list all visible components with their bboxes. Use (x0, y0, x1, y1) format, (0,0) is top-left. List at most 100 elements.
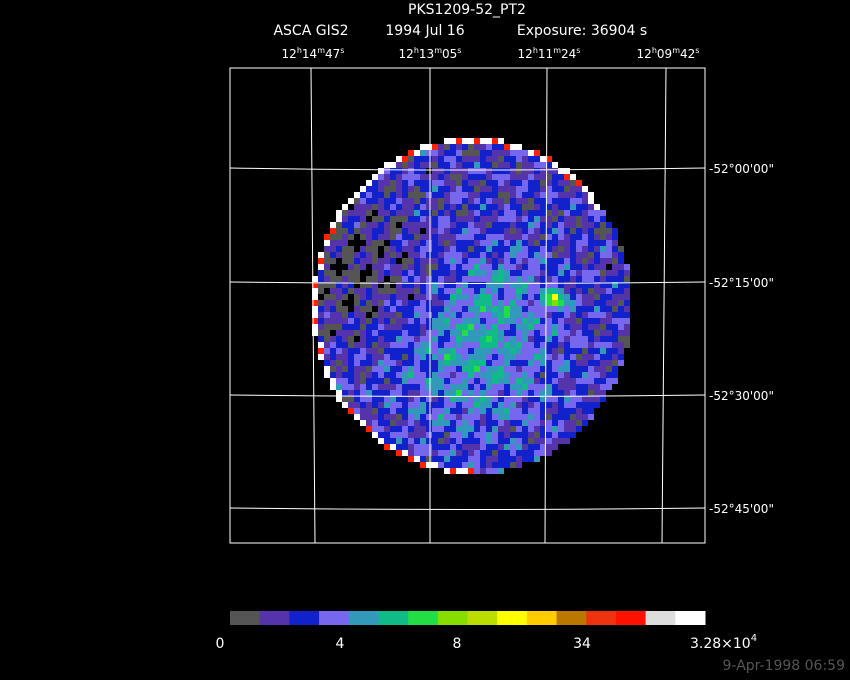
pixel (564, 204, 570, 210)
pixel (594, 312, 600, 318)
pixel (336, 372, 342, 378)
pixel (408, 204, 414, 210)
pixel (462, 456, 468, 462)
pixel (474, 366, 480, 372)
pixel (522, 348, 528, 354)
pixel (396, 360, 402, 366)
pixel (486, 456, 492, 462)
pixel (612, 348, 618, 354)
pixel (414, 384, 420, 390)
pixel (540, 210, 546, 216)
pixel (492, 282, 498, 288)
pixel (336, 276, 342, 282)
pixel (576, 300, 582, 306)
pixel (582, 240, 588, 246)
pixel (438, 210, 444, 216)
colorbar-swatch (408, 611, 439, 625)
pixel (402, 354, 408, 360)
grid-line (229, 167, 706, 171)
pixel (498, 276, 504, 282)
pixel (450, 282, 456, 288)
pixel (354, 252, 360, 258)
pixel (582, 222, 588, 228)
pixel (510, 408, 516, 414)
pixel (468, 186, 474, 192)
pixel (576, 246, 582, 252)
pixel (450, 444, 456, 450)
pixel (408, 288, 414, 294)
pixel (336, 390, 342, 396)
pixel (504, 186, 510, 192)
pixel (594, 402, 600, 408)
pixel (408, 306, 414, 312)
pixel (582, 378, 588, 384)
pixel (558, 246, 564, 252)
pixel (540, 252, 546, 258)
ra-value: 47 (325, 47, 340, 61)
pixel (414, 222, 420, 228)
pixel (624, 324, 630, 330)
pixel (366, 414, 372, 420)
pixel (396, 264, 402, 270)
pixel (606, 240, 612, 246)
pixel (522, 216, 528, 222)
pixel (318, 276, 324, 282)
pixel (576, 372, 582, 378)
ra-unit: s (340, 46, 344, 55)
pixel (396, 168, 402, 174)
pixel (324, 324, 330, 330)
pixel (420, 150, 426, 156)
pixel (624, 312, 630, 318)
pixel (390, 444, 396, 450)
pixel (612, 366, 618, 372)
pixel (516, 360, 522, 366)
pixel (504, 366, 510, 372)
pixel (348, 366, 354, 372)
pixel (456, 204, 462, 210)
pixel (414, 432, 420, 438)
pixel (468, 252, 474, 258)
pixel (492, 186, 498, 192)
pixel (420, 294, 426, 300)
pixel (486, 306, 492, 312)
pixel (528, 288, 534, 294)
pixel (546, 402, 552, 408)
pixel (558, 288, 564, 294)
pixel (498, 300, 504, 306)
pixel (498, 240, 504, 246)
pixel (480, 468, 486, 474)
pixel (396, 294, 402, 300)
pixel (390, 324, 396, 330)
pixel (504, 258, 510, 264)
pixel (384, 426, 390, 432)
pixel (432, 168, 438, 174)
pixel (444, 396, 450, 402)
pixel (612, 240, 618, 246)
pixel (384, 330, 390, 336)
pixel (438, 324, 444, 330)
pixel (432, 270, 438, 276)
pixel (402, 300, 408, 306)
pixel (360, 222, 366, 228)
pixel (372, 234, 378, 240)
pixel (420, 396, 426, 402)
pixel (600, 342, 606, 348)
pixel (390, 174, 396, 180)
pixel (528, 312, 534, 318)
pixel (342, 228, 348, 234)
pixel (588, 312, 594, 318)
pixel (378, 180, 384, 186)
pixel (516, 246, 522, 252)
pixel (516, 390, 522, 396)
pixel (372, 426, 378, 432)
pixel (480, 144, 486, 150)
dec-label: -52°15'00" (709, 276, 774, 290)
pixel (396, 204, 402, 210)
ra-label: 12h14m47s (282, 46, 345, 61)
pixel (492, 342, 498, 348)
pixel (456, 144, 462, 150)
pixel (600, 354, 606, 360)
pixel (450, 258, 456, 264)
pixel (354, 300, 360, 306)
pixel (540, 300, 546, 306)
